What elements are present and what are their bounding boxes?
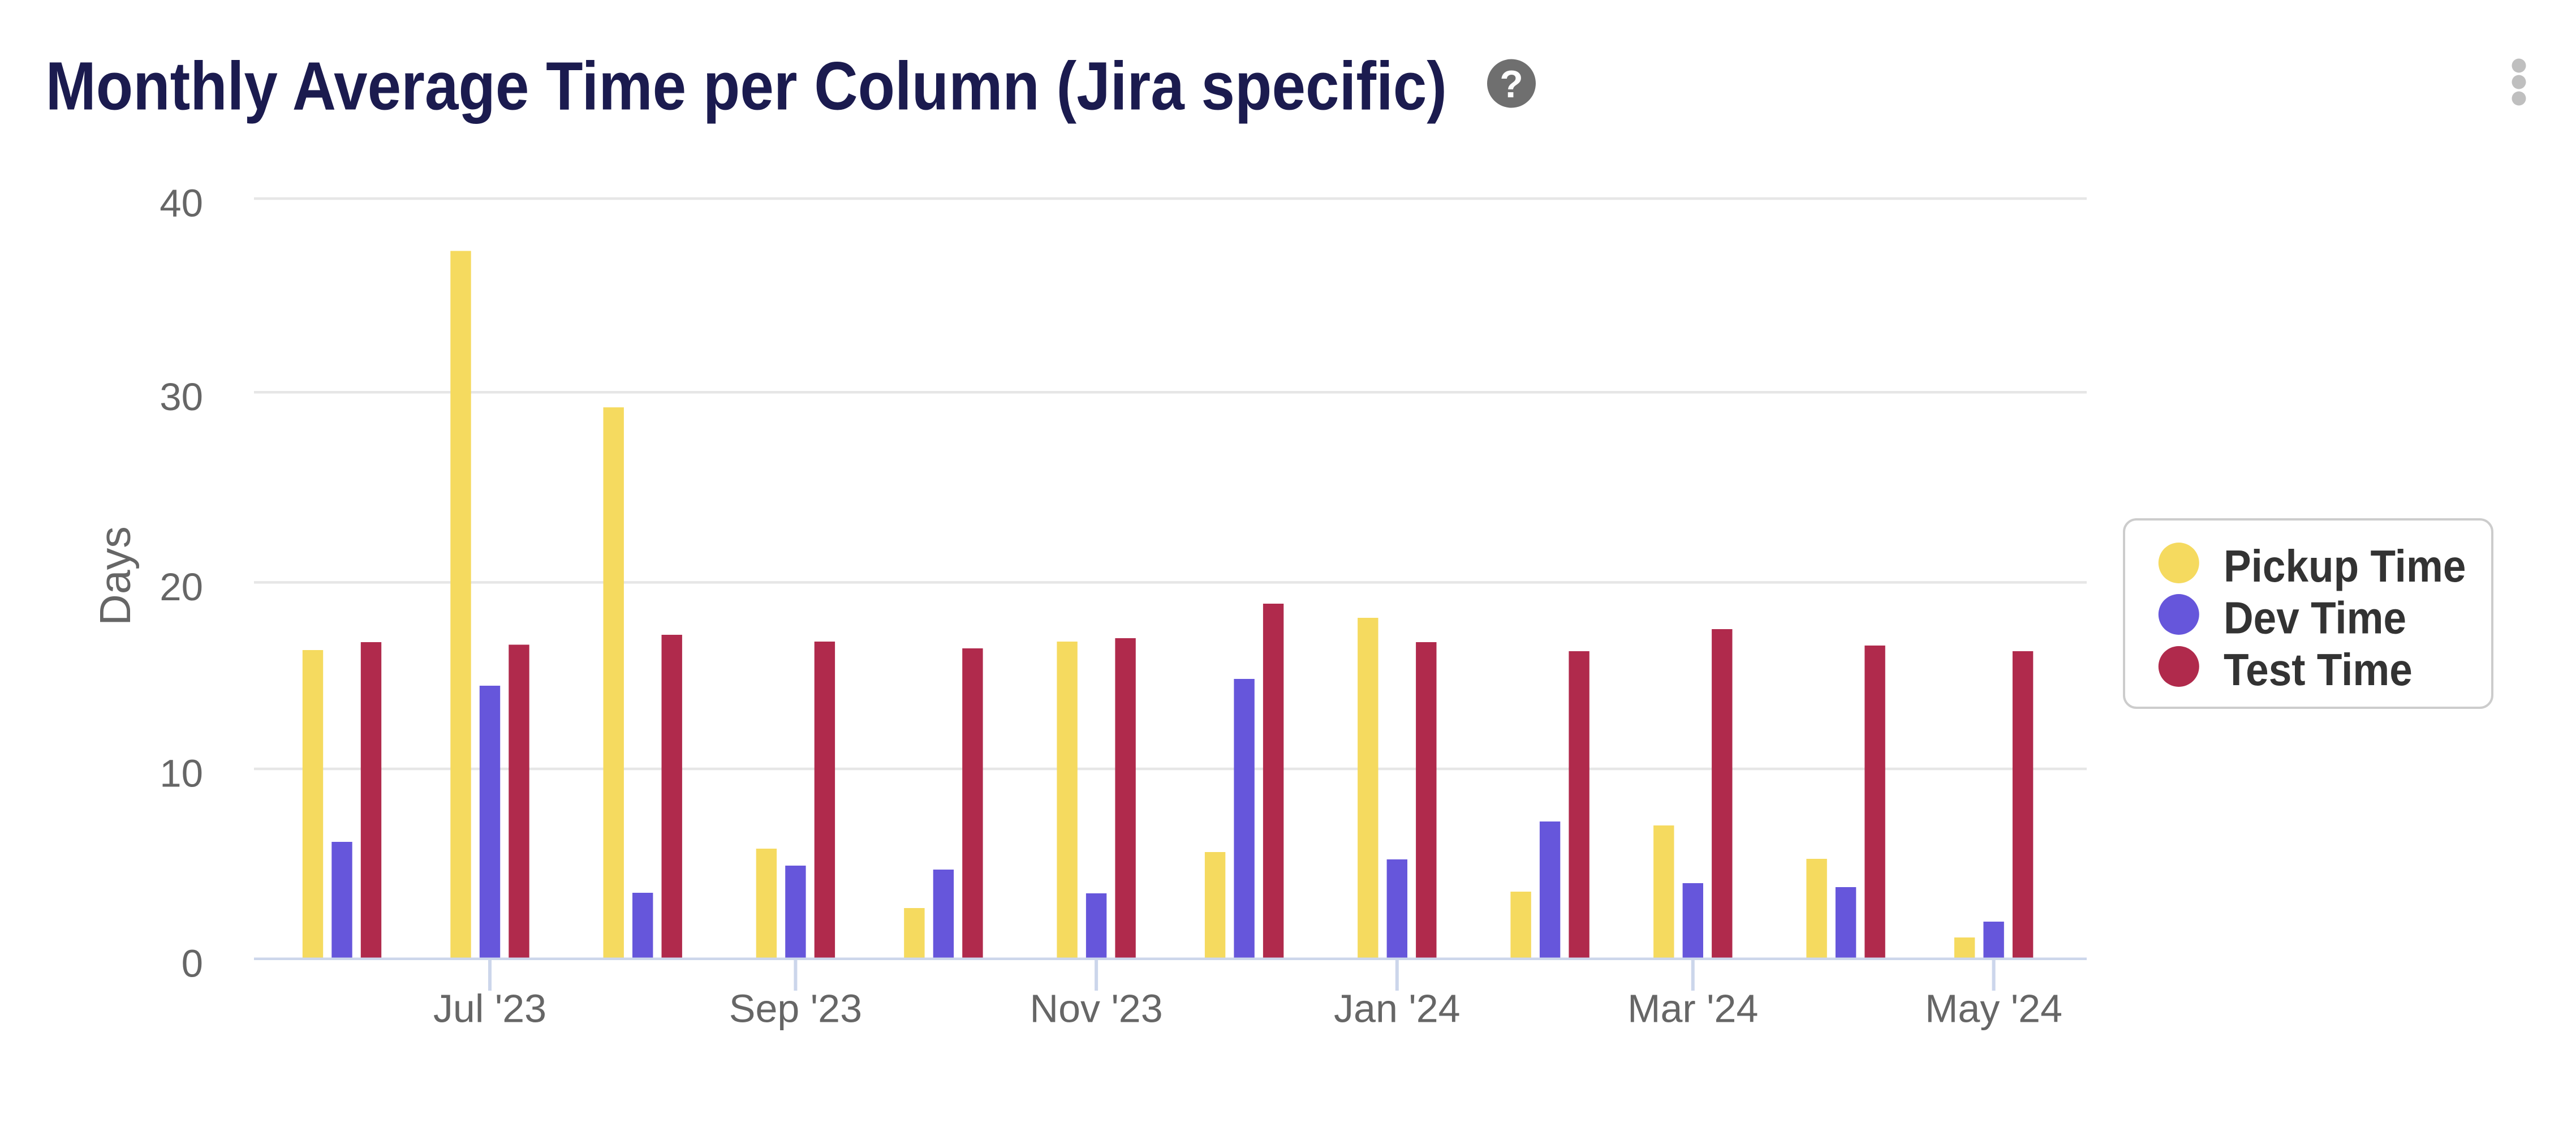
svg-text:Mar '24: Mar '24 [1627,987,1758,1031]
svg-text:Pickup Time: Pickup Time [2224,541,2466,592]
svg-text:Nov '23: Nov '23 [1030,987,1163,1031]
svg-text:Dev Time: Dev Time [2224,593,2406,643]
svg-text:Sep '23: Sep '23 [729,987,862,1031]
svg-text:30: 30 [160,375,203,419]
svg-text:Jan '24: Jan '24 [1334,987,1461,1031]
svg-text:May '24: May '24 [1925,987,2062,1031]
svg-text:40: 40 [160,182,203,225]
svg-text:Test Time: Test Time [2224,645,2413,695]
svg-text:20: 20 [160,565,203,609]
svg-text:Days: Days [91,526,140,625]
svg-text:Monthly Average Time per Colum: Monthly Average Time per Column (Jira sp… [46,48,1447,124]
svg-text:10: 10 [160,752,203,795]
svg-text:?: ? [1500,63,1523,106]
svg-text:Jul '23: Jul '23 [433,987,546,1031]
svg-text:0: 0 [182,942,203,986]
